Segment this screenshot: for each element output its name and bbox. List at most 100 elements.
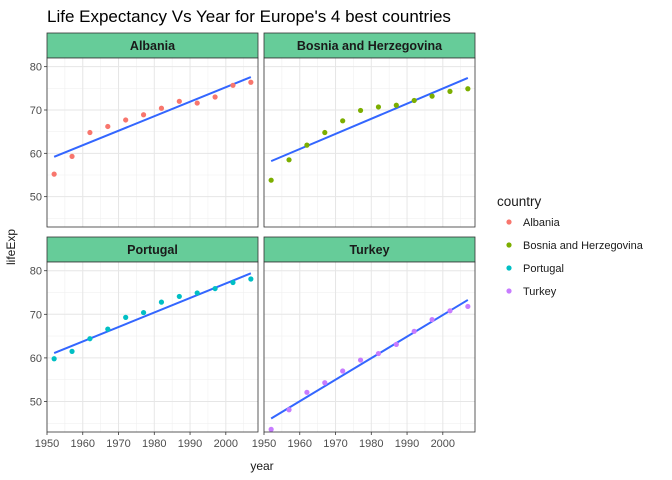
data-point-albania: [248, 79, 254, 85]
panel-border: [46, 57, 259, 228]
data-point-turkey: [429, 316, 435, 323]
strip-albania: [46, 32, 259, 59]
chart-title: Life Expectancy Vs Year for Europe's 4 b…: [47, 7, 451, 26]
data-point-bosnia-and-herzegovina: [429, 93, 435, 99]
data-point-albania: [176, 98, 182, 104]
data-point-albania: [194, 100, 200, 106]
data-point-portugal: [248, 276, 254, 282]
strip-turkey: [263, 236, 476, 263]
data-point-bosnia-and-herzegovina: [375, 104, 382, 110]
trend-line-turkey: [270, 299, 469, 420]
data-point-bosnia-and-herzegovina: [268, 177, 274, 183]
data-point-bosnia-and-herzegovina: [340, 118, 346, 124]
panel-background: [47, 262, 258, 432]
data-point-portugal: [176, 293, 182, 300]
data-point-portugal: [194, 290, 200, 296]
data-point-turkey: [304, 389, 310, 395]
data-point-portugal: [158, 299, 165, 305]
x-tick-label: 1980: [142, 438, 166, 450]
data-point-albania: [212, 94, 218, 100]
y-tick-label: 70: [30, 309, 42, 321]
data-point-albania: [105, 123, 111, 130]
data-point-albania: [230, 82, 236, 88]
data-point-turkey: [357, 357, 364, 363]
data-point-bosnia-and-herzegovina: [393, 102, 399, 108]
legend-label-turkey: Turkey: [523, 286, 557, 298]
trend-line-albania: [53, 76, 252, 158]
x-tick-label: 1950: [35, 438, 59, 450]
legend-label-albania: Albania: [523, 217, 561, 229]
y-tick-label: 60: [30, 148, 42, 160]
legend-key-albania: [506, 219, 512, 225]
x-tick-label: 1970: [323, 438, 347, 450]
x-axis-title: year: [250, 459, 273, 473]
data-point-portugal: [140, 309, 147, 316]
data-point-turkey: [447, 308, 453, 314]
data-point-bosnia-and-herzegovina: [447, 88, 453, 94]
data-point-bosnia-and-herzegovina: [411, 97, 417, 104]
data-point-bosnia-and-herzegovina: [322, 129, 328, 136]
data-point-albania: [123, 117, 129, 123]
strip-label-turkey: Turkey: [349, 243, 389, 257]
strip-label-portugal: Portugal: [127, 243, 178, 257]
x-tick-label: 1960: [71, 438, 95, 450]
data-point-portugal: [69, 348, 75, 354]
data-point-bosnia-and-herzegovina: [357, 107, 364, 114]
data-point-turkey: [465, 303, 471, 310]
x-tick-label: 1990: [395, 438, 419, 450]
strip-portugal: [46, 236, 259, 263]
y-tick-label: 50: [30, 396, 42, 408]
strip-label-albania: Albania: [130, 39, 176, 53]
data-point-albania: [87, 129, 93, 136]
y-axis-title: lifeExp: [4, 229, 18, 265]
panel-background: [47, 58, 258, 227]
panel-background: [264, 58, 475, 227]
data-point-portugal: [212, 285, 218, 292]
data-point-albania: [69, 153, 75, 159]
strip-bosnia-and-herzegovina: [263, 32, 476, 59]
trend-line-portugal: [53, 272, 252, 355]
strip-label-bosnia-and-herzegovina: Bosnia and Herzegovina: [297, 39, 443, 53]
data-point-turkey: [411, 328, 417, 334]
data-point-albania: [158, 105, 165, 111]
panel-bosnia-and-herzegovina: Bosnia and Herzegovina: [263, 32, 476, 228]
data-point-turkey: [322, 380, 328, 386]
x-tick-label: 2000: [431, 438, 455, 450]
legend-label-portugal: Portugal: [523, 263, 564, 275]
legend: country Albania Bosnia and Herzegovina Por…: [497, 194, 644, 298]
x-tick-label: 2000: [214, 438, 238, 450]
panel-albania: Albania 50 60 70 80: [30, 32, 259, 228]
panel-border: [263, 57, 476, 228]
y-tick-label: 50: [30, 192, 42, 204]
legend-key-bosnia-and-herzegovina: [506, 242, 512, 248]
y-tick-label: 80: [30, 62, 42, 74]
data-point-bosnia-and-herzegovina: [465, 86, 471, 92]
data-point-turkey: [286, 407, 292, 413]
panel-portugal: Portugal 50 60 70 80 1950 1960 1970 1980 1990 2000: [30, 236, 259, 450]
data-point-turkey: [375, 350, 382, 357]
data-point-albania: [51, 171, 57, 177]
data-point-turkey: [340, 368, 346, 374]
data-point-portugal: [87, 336, 93, 342]
legend-key-turkey: [506, 288, 512, 294]
data-point-portugal: [51, 356, 57, 362]
panel-border: [46, 261, 259, 433]
data-point-portugal: [230, 279, 236, 286]
data-point-portugal: [105, 326, 111, 332]
y-tick-label: 80: [30, 266, 42, 278]
x-tick-label: 1980: [359, 438, 383, 450]
legend-label-bosnia-and-herzegovina: Bosnia and Herzegovina: [523, 240, 644, 252]
data-point-turkey: [268, 426, 274, 432]
legend-title: country: [497, 194, 542, 209]
x-tick-label: 1950: [252, 438, 276, 450]
facet-panels: Albania 50 60 70 80 Bosnia and Herzegovina Por…: [30, 32, 476, 450]
x-tick-label: 1970: [106, 438, 130, 450]
data-point-albania: [140, 112, 147, 118]
data-point-bosnia-and-herzegovina: [286, 157, 292, 163]
legend-key-portugal: [506, 265, 512, 271]
x-tick-label: 1990: [178, 438, 202, 450]
panel-border: [263, 261, 476, 433]
y-tick-label: 60: [30, 353, 42, 365]
x-tick-label: 1960: [288, 438, 312, 450]
